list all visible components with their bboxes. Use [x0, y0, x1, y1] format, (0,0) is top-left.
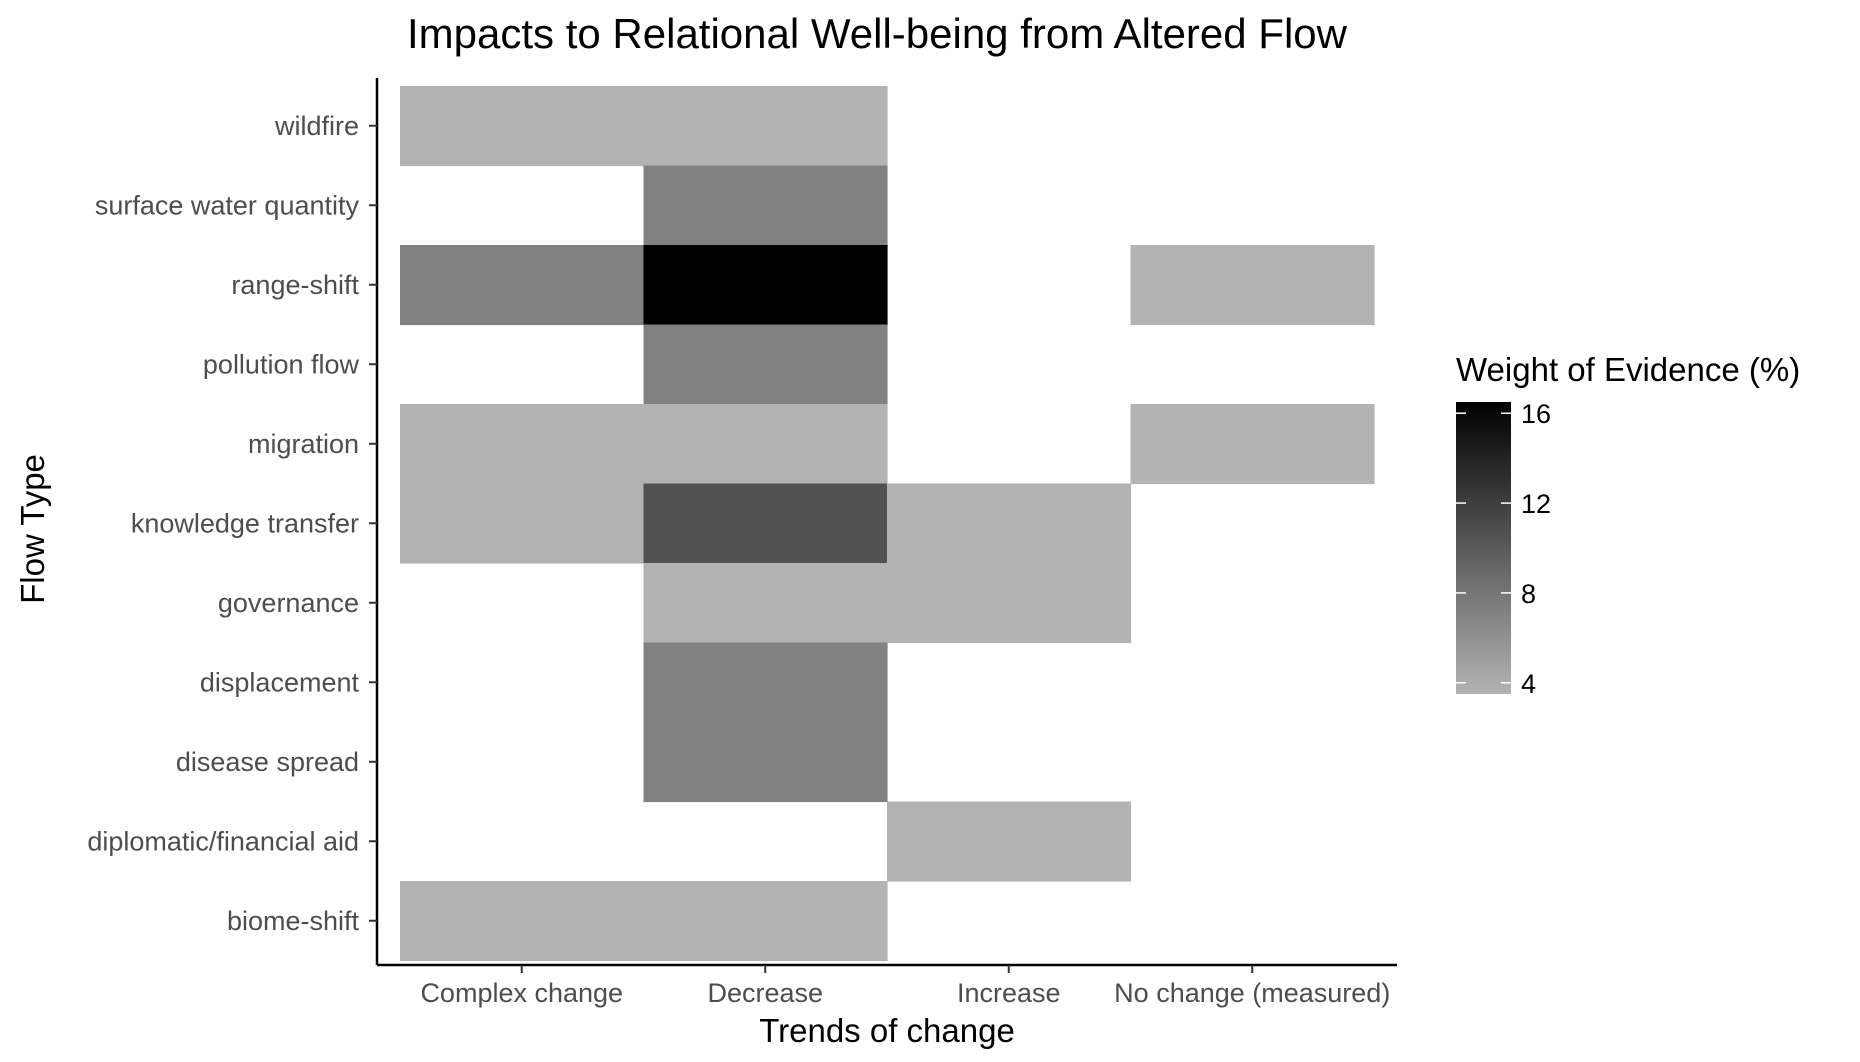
heatmap-cell-displacement-decrease: [643, 642, 888, 723]
x-axis-title: Trends of change: [759, 1012, 1015, 1049]
heatmap-cell-migration-complex-change: [400, 404, 645, 485]
x-tick-label-no-change-measured: No change (measured): [1114, 978, 1390, 1008]
legend-tick-label-16: 16: [1521, 399, 1551, 429]
heatmap-cell-range-shift-decrease: [643, 245, 888, 326]
heatmap-cell-knowledge-transfer-increase: [887, 483, 1132, 564]
x-tick-label-decrease: Decrease: [707, 978, 823, 1008]
x-tick-label-complex-change: Complex change: [420, 978, 623, 1008]
chart-title: Impacts to Relational Well-being from Al…: [407, 10, 1348, 57]
heatmap-cell-knowledge-transfer-complex-change: [400, 483, 645, 564]
heatmap-cell-migration-decrease: [643, 404, 888, 485]
legend-title: Weight of Evidence (%): [1456, 351, 1800, 388]
y-tick-label-range-shift: range-shift: [231, 270, 359, 300]
y-tick-label-pollution-flow: pollution flow: [203, 349, 360, 379]
legend-tick-label-4: 4: [1521, 669, 1536, 699]
heatmap-cell-knowledge-transfer-decrease: [643, 483, 888, 564]
heatmap-cell-wildfire-decrease: [643, 86, 888, 167]
heatmap-cell-biome-shift-decrease: [643, 881, 888, 962]
y-tick-label-governance: governance: [218, 588, 359, 618]
y-tick-label-biome-shift: biome-shift: [227, 906, 360, 936]
axes: biome-shift diplomatic/financial aid disea…: [87, 78, 1397, 1008]
heatmap-cell-range-shift-no-change-measured: [1130, 245, 1375, 326]
heatmap-cells: [400, 86, 1375, 962]
y-axis-title: Flow Type: [14, 454, 51, 604]
y-tick-label-knowledge-transfer: knowledge transfer: [131, 508, 359, 538]
y-tick-label-displacement: displacement: [200, 667, 360, 697]
legend: 4 8 12 16: [1456, 399, 1551, 699]
x-tick-label-increase: Increase: [957, 978, 1061, 1008]
y-tick-label-disease-spread: disease spread: [176, 747, 359, 777]
y-tick-label-migration: migration: [248, 429, 359, 459]
heatmap-cell-surface-water-quantity-decrease: [643, 165, 888, 246]
heatmap-cell-diplomatic-financial-aid-increase: [887, 801, 1132, 882]
y-tick-label-surface-water-quantity: surface water quantity: [95, 190, 360, 220]
legend-tick-label-12: 12: [1521, 489, 1551, 519]
y-tick-label-diplomatic-financial-aid: diplomatic/financial aid: [87, 826, 359, 856]
heatmap-cell-governance-decrease: [643, 563, 888, 644]
legend-colorbar: [1456, 402, 1511, 694]
heatmap-cell-governance-increase: [887, 563, 1132, 644]
y-tick-label-wildfire: wildfire: [274, 111, 359, 141]
legend-tick-label-8: 8: [1521, 579, 1536, 609]
heatmap-cell-wildfire-complex-change: [400, 86, 645, 167]
heatmap-cell-biome-shift-complex-change: [400, 881, 645, 962]
heatmap-cell-migration-no-change-measured: [1130, 404, 1375, 485]
heatmap-cell-range-shift-complex-change: [400, 245, 645, 326]
heatmap-cell-disease-spread-decrease: [643, 722, 888, 803]
heatmap-cell-pollution-flow-decrease: [643, 324, 888, 405]
